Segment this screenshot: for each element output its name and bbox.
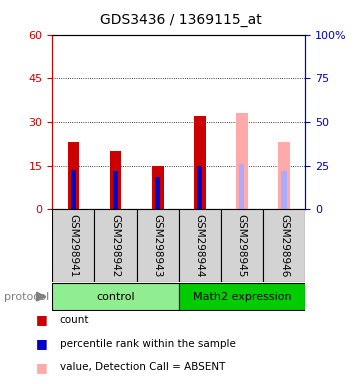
Text: ■: ■ <box>36 361 48 374</box>
Text: GSM298943: GSM298943 <box>153 214 163 278</box>
Text: value, Detection Call = ABSENT: value, Detection Call = ABSENT <box>60 362 225 372</box>
Bar <box>179 209 221 282</box>
Bar <box>113 171 118 209</box>
Bar <box>263 209 305 282</box>
Bar <box>52 209 95 282</box>
Text: GSM298944: GSM298944 <box>195 214 205 278</box>
Bar <box>71 170 76 209</box>
Bar <box>194 116 206 209</box>
Text: ■: ■ <box>36 337 48 350</box>
Text: protocol: protocol <box>4 291 49 302</box>
Bar <box>136 209 179 282</box>
Bar <box>155 177 160 209</box>
Text: GSM298945: GSM298945 <box>237 214 247 278</box>
Text: count: count <box>60 315 89 325</box>
Text: percentile rank within the sample: percentile rank within the sample <box>60 339 235 349</box>
Text: GDS3436 / 1369115_at: GDS3436 / 1369115_at <box>100 13 261 27</box>
Bar <box>221 209 263 282</box>
Bar <box>110 151 121 209</box>
Text: Math2 expression: Math2 expression <box>192 291 291 302</box>
Text: GSM298942: GSM298942 <box>110 214 121 278</box>
Text: control: control <box>96 291 135 302</box>
Bar <box>239 164 244 209</box>
Bar <box>278 142 290 209</box>
Bar <box>179 283 305 310</box>
Text: ■: ■ <box>36 313 48 326</box>
Bar <box>95 209 136 282</box>
Text: GSM298946: GSM298946 <box>279 214 289 278</box>
Bar <box>282 171 287 209</box>
Bar <box>52 283 179 310</box>
Text: GSM298941: GSM298941 <box>68 214 78 278</box>
Bar <box>68 142 79 209</box>
Bar <box>197 166 202 209</box>
Bar <box>236 113 248 209</box>
Bar <box>152 166 164 209</box>
